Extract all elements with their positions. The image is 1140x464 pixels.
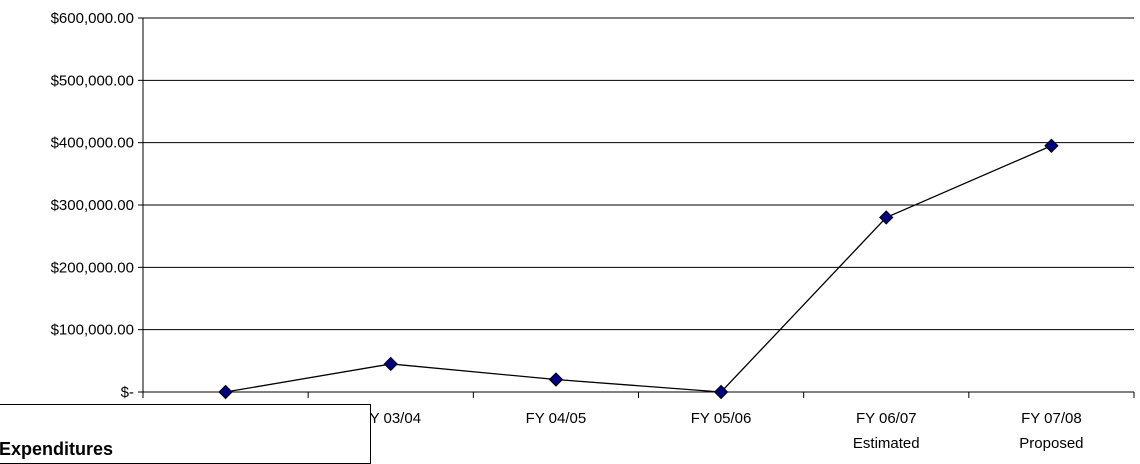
x-tick-label: FY 05/06 (691, 410, 752, 427)
series-line (225, 145, 1052, 393)
x-tick-label: FY 03/04 (360, 410, 421, 427)
y-tick-label: $500,000.00 (51, 72, 134, 89)
x-tick-label: FY 07/08 (1021, 410, 1082, 427)
y-tick-label: $400,000.00 (51, 135, 134, 152)
data-point-marker (548, 372, 564, 387)
data-point-marker (879, 210, 894, 225)
x-tick-sublabel: Proposed (1019, 435, 1083, 452)
y-tick-label: $100,000.00 (51, 322, 134, 339)
data-point-marker (383, 356, 398, 372)
x-tick-label: FY 04/05 (526, 410, 587, 427)
y-tick-label: $200,000.00 (51, 259, 134, 276)
data-point-marker (1044, 138, 1059, 153)
y-tick-label: $300,000.00 (51, 197, 134, 214)
data-point-marker (713, 384, 729, 400)
y-tick-label: $600,000.00 (51, 10, 134, 27)
x-tick-sublabel: Estimated (853, 435, 920, 452)
y-tick-label: $- (121, 384, 134, 401)
legend-label: Expenditures (0, 439, 114, 459)
data-point-marker (218, 384, 233, 400)
x-tick-label: FY 06/07 (856, 410, 917, 427)
legend-box: Expenditures (0, 404, 371, 464)
